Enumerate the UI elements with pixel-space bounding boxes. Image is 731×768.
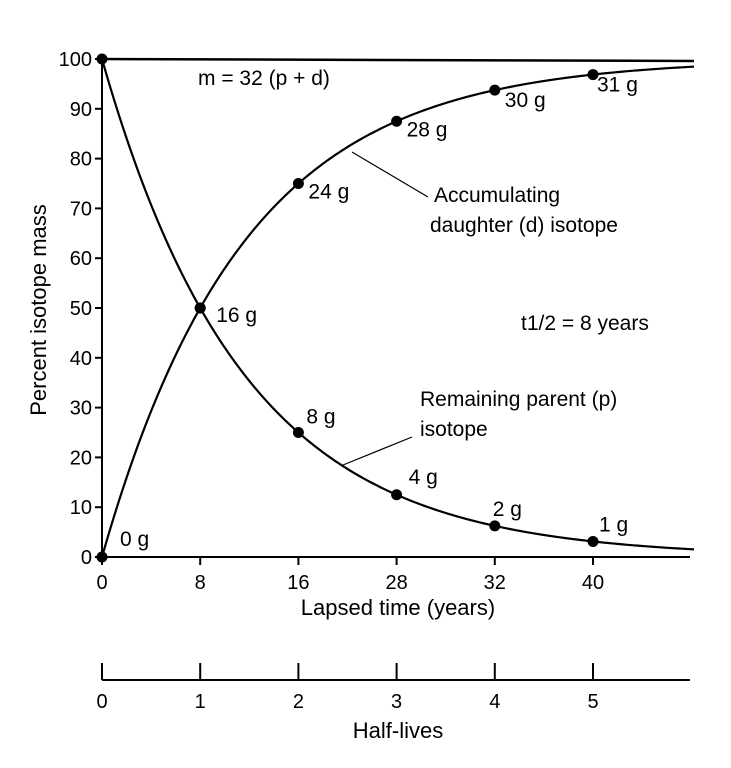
parent-point-label: 1 g	[599, 513, 628, 536]
points-group: 16 g 8 g 4 g 2 g 1 g 0 g 24 g 28 g 30 g 31 g	[96, 53, 638, 563]
x-tick-label: 8	[195, 572, 206, 594]
x-tick-label: 40	[582, 572, 604, 594]
half-lives-title: Half-lives	[353, 718, 443, 743]
half-lives-tick-label: 2	[293, 691, 304, 713]
x-tick-label: 16	[287, 572, 309, 594]
y-tick-label: 10	[70, 497, 92, 519]
half-lives-tick-label: 0	[96, 691, 107, 713]
daughter-annotation-line1: Accumulating	[434, 184, 560, 207]
y-tick-label: 100	[59, 49, 92, 71]
y-tick-label: 50	[70, 298, 92, 320]
half-lives-tick-label: 3	[391, 691, 402, 713]
parent-data-point	[587, 535, 599, 547]
parent-data-point	[489, 520, 501, 532]
half-lives-tick-label: 4	[489, 691, 500, 713]
total-mass-line	[101, 57, 695, 63]
daughter-point-label: 31 g	[597, 74, 638, 97]
daughter-data-point	[96, 551, 108, 563]
y-tick-label: 60	[70, 248, 92, 270]
y-tick-label: 40	[70, 348, 92, 370]
parent-annotation-line2: isotope	[420, 418, 488, 441]
parent-data-point	[391, 489, 403, 501]
x-tick-label: 32	[484, 572, 506, 594]
daughter-point-label: 28 g	[407, 118, 448, 141]
mass-equation-label: m = 32 (p + d)	[198, 67, 330, 90]
daughter-point-label: 24 g	[308, 181, 349, 204]
y-tick-label: 80	[70, 149, 92, 171]
daughter-point-label: 0 g	[120, 528, 149, 551]
daughter-data-point	[489, 84, 501, 96]
x-tick-label: 0	[96, 572, 107, 594]
parent-point-label: 16 g	[216, 304, 257, 327]
axes-group: 0 10 20 30 40 50 60 70 80 90 100 0 8 16 28 32 40 0 1 2 3 4 5	[59, 49, 690, 713]
y-tick-label: 90	[70, 99, 92, 121]
parent-annotation-line1: Remaining parent (p)	[420, 388, 617, 411]
daughter-leader-line	[351, 151, 429, 198]
y-tick-label: 30	[70, 398, 92, 420]
parent-point-label: 8 g	[306, 406, 335, 429]
daughter-data-point	[587, 69, 599, 81]
daughter-data-point	[194, 302, 206, 314]
x-axis-title: Lapsed time (years)	[301, 595, 495, 620]
x-tick-label: 28	[385, 572, 407, 594]
parent-point-label: 4 g	[409, 466, 438, 489]
parent-isotope-curve	[100, 58, 695, 551]
daughter-annotation-line2: daughter (d) isotope	[430, 214, 618, 237]
parent-data-point	[96, 53, 108, 65]
labels-group: Percent isotope mass Lapsed time (years)…	[26, 67, 649, 743]
daughter-data-point	[391, 115, 403, 127]
parent-data-point	[292, 427, 304, 438]
daughter-data-point	[292, 178, 304, 189]
curves-group	[100, 57, 695, 558]
half-life-annotation: t1/2 = 8 years	[521, 312, 649, 335]
daughter-point-label: 30 g	[505, 89, 546, 112]
y-axis-title: Percent isotope mass	[26, 204, 51, 416]
parent-point-label: 2 g	[493, 498, 522, 521]
y-tick-label: 0	[81, 547, 92, 569]
half-lives-tick-label: 5	[587, 691, 598, 713]
y-tick-label: 70	[70, 198, 92, 220]
parent-leader-line	[342, 436, 413, 466]
y-tick-label: 20	[70, 447, 92, 469]
half-lives-tick-label: 1	[195, 691, 206, 713]
